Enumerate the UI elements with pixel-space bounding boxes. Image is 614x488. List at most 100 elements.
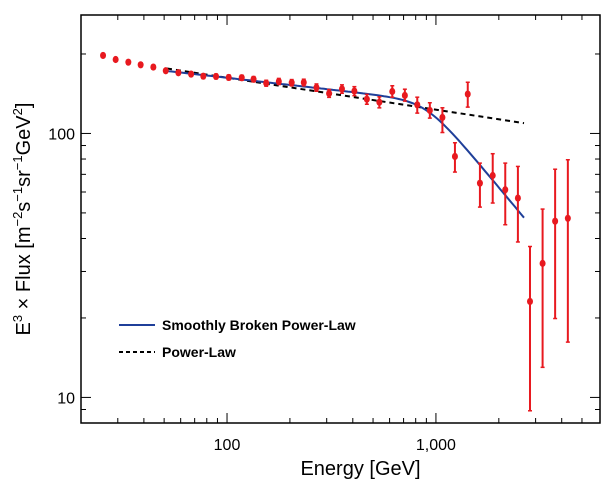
data-marker — [552, 217, 559, 225]
sbpl-path — [165, 69, 525, 219]
data-marker — [414, 101, 421, 109]
data-point — [401, 88, 408, 102]
ticks — [81, 15, 600, 423]
data-point — [502, 162, 509, 226]
data-marker — [351, 87, 358, 95]
data-marker — [200, 72, 207, 80]
power-law-path — [166, 67, 525, 125]
data-point — [250, 75, 257, 83]
legend-label-sbpl: Smoothly Broken Power-Law — [162, 317, 356, 333]
y-title-exp2: 2 — [10, 108, 25, 115]
y-tick-label: 100 — [48, 126, 75, 143]
data-point — [125, 58, 132, 66]
data-marker — [238, 74, 245, 82]
data-marker — [489, 171, 496, 180]
y-title-exp-m1a: −1 — [10, 187, 25, 202]
data-marker — [250, 75, 257, 83]
data-points — [100, 51, 571, 412]
data-point — [426, 102, 433, 119]
plot-frame — [80, 14, 601, 424]
data-marker — [426, 106, 433, 115]
data-point — [112, 55, 119, 64]
data-marker — [526, 297, 533, 306]
data-marker — [263, 79, 270, 87]
data-marker — [275, 77, 282, 86]
x-axis-title: Energy [GeV] — [300, 458, 420, 480]
data-point — [188, 70, 195, 78]
data-marker — [288, 79, 295, 87]
data-point — [464, 81, 471, 108]
data-marker — [137, 61, 144, 69]
y-title-e: E — [13, 322, 35, 335]
data-marker — [439, 113, 446, 122]
data-point — [476, 162, 483, 208]
data-point — [489, 152, 496, 204]
y-title-gev: GeV — [13, 115, 35, 156]
data-marker — [502, 186, 509, 194]
data-point — [514, 165, 521, 243]
data-marker — [150, 63, 157, 71]
data-marker — [363, 95, 370, 103]
data-marker — [188, 70, 195, 78]
y-title-exp-m2: −2 — [10, 212, 25, 227]
data-marker — [225, 73, 232, 82]
data-point — [213, 72, 220, 81]
data-marker — [313, 83, 320, 92]
y-title-exp3: 3 — [10, 315, 25, 322]
y-title-close: ] — [13, 103, 35, 109]
data-point — [225, 73, 232, 82]
data-marker — [401, 91, 408, 100]
data-point — [137, 61, 144, 69]
y-axis-title: E3 × Flux [m−2s−1sr−1GeV2] — [10, 103, 35, 336]
data-point — [351, 85, 358, 97]
data-point — [376, 96, 383, 109]
data-point — [175, 69, 182, 77]
data-point — [238, 74, 245, 82]
data-point — [363, 93, 370, 106]
data-point — [162, 67, 169, 75]
data-point — [150, 63, 157, 71]
data-point — [552, 168, 559, 320]
data-point — [451, 142, 458, 173]
data-marker — [162, 67, 169, 75]
data-marker — [112, 55, 119, 64]
y-title-sr: sr — [13, 170, 35, 187]
data-point — [288, 78, 295, 87]
data-point — [326, 88, 333, 99]
data-point — [300, 78, 307, 87]
data-point — [263, 79, 270, 87]
y-tick-label: 10 — [57, 390, 75, 407]
data-point — [313, 83, 320, 92]
tick-labels: 100 1,000 10 100 — [48, 126, 456, 454]
data-point — [389, 84, 396, 98]
x-tick-label: 100 — [214, 437, 241, 454]
data-point — [100, 51, 107, 60]
legend-label-pl: Power-Law — [162, 344, 236, 360]
data-marker — [464, 90, 471, 98]
data-marker — [451, 152, 458, 161]
data-marker — [389, 87, 396, 96]
data-marker — [564, 214, 571, 222]
y-title-s: s — [13, 202, 35, 212]
data-marker — [175, 69, 182, 77]
data-point — [275, 77, 282, 86]
y-title-exp-m1b: −1 — [10, 155, 25, 170]
data-marker — [213, 72, 220, 81]
data-point — [200, 72, 207, 80]
data-marker — [376, 98, 383, 106]
data-marker — [338, 85, 345, 93]
data-marker — [100, 51, 107, 60]
data-point — [564, 158, 571, 343]
x-tick-label: 1,000 — [416, 437, 456, 454]
data-point — [439, 107, 446, 134]
data-point — [414, 96, 421, 114]
data-marker — [514, 194, 521, 202]
legend: Smoothly Broken Power-Law Power-Law — [119, 317, 356, 360]
smoothly-broken-power-law-line — [165, 69, 525, 219]
data-marker — [326, 89, 333, 98]
data-marker — [300, 78, 307, 87]
power-law-line — [166, 67, 525, 125]
data-point — [338, 84, 345, 94]
y-title-flux: × Flux [m — [13, 227, 35, 315]
